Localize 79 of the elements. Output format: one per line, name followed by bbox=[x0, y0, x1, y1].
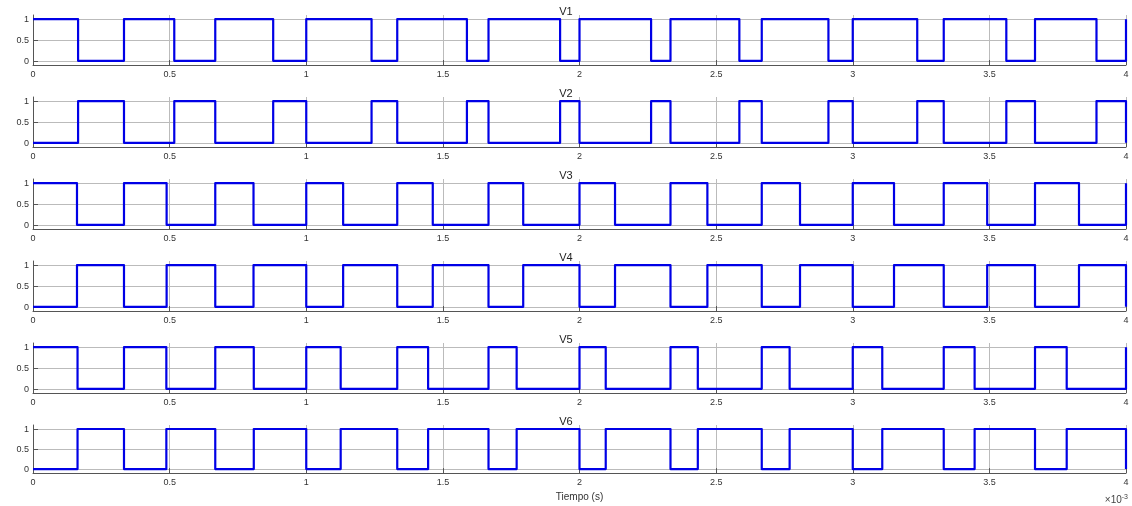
x-tick-label: 0 bbox=[30, 150, 36, 161]
x-tick-label: 0 bbox=[30, 68, 36, 79]
y-tick-label: 0.5 bbox=[16, 199, 29, 209]
x-tick-label: 2.5 bbox=[709, 476, 723, 487]
x-tick-label: 2 bbox=[576, 150, 583, 161]
x-tick-label: 2.5 bbox=[709, 68, 723, 79]
y-tick-label: 0.5 bbox=[16, 363, 29, 373]
x-tick-label: 4 bbox=[1123, 68, 1129, 79]
y-tick-label: 1 bbox=[23, 14, 29, 25]
y-tick-label: 0.5 bbox=[16, 281, 29, 291]
x-tick-label: 0.5 bbox=[163, 232, 176, 243]
x-tick-label: 0.5 bbox=[163, 150, 176, 161]
x-tick-label: 1 bbox=[303, 68, 309, 79]
x-tick-label: 0.5 bbox=[163, 314, 176, 325]
x-tick-label: 3.5 bbox=[983, 150, 996, 161]
y-tick-label: 0 bbox=[23, 137, 29, 148]
x-tick-label: 1 bbox=[303, 396, 309, 407]
x-tick-label: 3 bbox=[850, 314, 856, 325]
x-tick-label: 3 bbox=[850, 476, 856, 487]
y-tick-label: 0.5 bbox=[16, 444, 29, 455]
y-tick-label: 1 bbox=[23, 424, 29, 435]
x-tick-label: 2 bbox=[576, 314, 583, 325]
x-tick-label: 3.5 bbox=[983, 232, 996, 243]
chart-title: V4 bbox=[559, 250, 573, 263]
x-tick-label: 0 bbox=[30, 232, 36, 243]
x-tick-label: 1.5 bbox=[436, 476, 450, 487]
y-tick-label: 0.5 bbox=[16, 35, 29, 45]
x-tick-label: 0 bbox=[30, 396, 36, 407]
y-tick-label: 1 bbox=[23, 96, 29, 107]
y-tick-label: 0 bbox=[23, 383, 29, 394]
x-tick-label: 1 bbox=[303, 314, 309, 325]
x-tick-label: 1.5 bbox=[436, 150, 450, 161]
x-tick-label: 4 bbox=[1123, 396, 1129, 407]
x-tick-label: 0.5 bbox=[163, 476, 176, 487]
x-tick-label: 4 bbox=[1123, 476, 1129, 487]
x-tick-label: 3 bbox=[850, 396, 856, 407]
x-tick-label: 0.5 bbox=[163, 396, 176, 407]
x-tick-label: 4 bbox=[1123, 150, 1129, 161]
x-tick-label: 1.5 bbox=[436, 232, 450, 243]
x-tick-label: 0 bbox=[30, 476, 36, 487]
x-tick-label: 1 bbox=[303, 476, 309, 487]
x-tick-label: 2.5 bbox=[709, 396, 723, 407]
chart-title: V6 bbox=[559, 414, 573, 427]
x-tick-label: 3 bbox=[850, 68, 856, 79]
y-tick-label: 0 bbox=[23, 464, 29, 475]
x-tick-label: 2 bbox=[576, 232, 583, 243]
x-tick-label: 0 bbox=[30, 314, 36, 325]
x-tick-label: 3.5 bbox=[983, 396, 996, 407]
y-tick-label: 0 bbox=[23, 301, 29, 312]
y-tick-label: 1 bbox=[23, 342, 29, 353]
chart-title: V1 bbox=[559, 4, 573, 17]
x-tick-label: 3.5 bbox=[983, 68, 996, 79]
chart-title: V2 bbox=[559, 86, 573, 99]
y-tick-label: 0.5 bbox=[16, 117, 29, 127]
x-tick-label: 2 bbox=[576, 476, 583, 487]
x-tick-label: 4 bbox=[1123, 314, 1129, 325]
x-tick-label: 2 bbox=[576, 396, 583, 407]
y-tick-label: 0 bbox=[23, 219, 29, 230]
x-tick-label: 1.5 bbox=[436, 314, 450, 325]
y-tick-label: 1 bbox=[23, 178, 29, 189]
chart-title: V3 bbox=[559, 168, 573, 181]
chart-title: V5 bbox=[559, 332, 573, 345]
x-tick-label: 4 bbox=[1123, 232, 1129, 243]
x-tick-label: 2.5 bbox=[709, 232, 723, 243]
x-tick-label: 1.5 bbox=[436, 68, 450, 79]
x-tick-label: 3.5 bbox=[983, 476, 996, 487]
x-tick-label: 2.5 bbox=[709, 150, 723, 161]
x-tick-label: 3 bbox=[850, 232, 856, 243]
x-tick-label: 3 bbox=[850, 150, 856, 161]
x-tick-label: 1.5 bbox=[436, 396, 450, 407]
y-tick-label: 0 bbox=[23, 55, 29, 66]
x-tick-label: 2 bbox=[576, 68, 583, 79]
y-tick-label: 1 bbox=[23, 260, 29, 271]
x-tick-label: 2.5 bbox=[709, 314, 723, 325]
x-tick-label: 1 bbox=[303, 150, 309, 161]
x-tick-label: 1 bbox=[303, 232, 309, 243]
x-tick-label: 0.5 bbox=[163, 68, 176, 79]
x-tick-label: 3.5 bbox=[983, 314, 996, 325]
x-axis-title: Tiempo (s) bbox=[555, 490, 604, 502]
